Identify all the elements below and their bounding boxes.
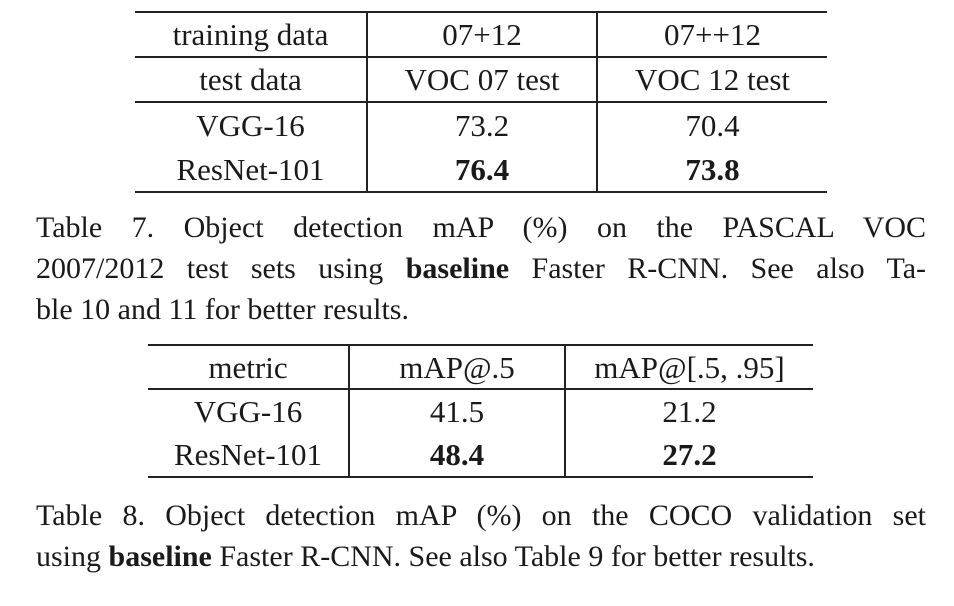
table-8: metric mAP@.5 mAP@[.5, .95] VGG-16 41.5 … bbox=[148, 344, 813, 478]
table-cell-best: 73.8 bbox=[685, 151, 740, 187]
caption-text: 2007/2012 test sets using bbox=[36, 252, 406, 285]
table-row: ResNet-101 48.4 27.2 bbox=[148, 433, 813, 477]
table-7-caption: Table 7. Object detection mAP (%) on the… bbox=[36, 207, 926, 330]
table-cell: VGG-16 bbox=[148, 389, 350, 433]
table-header-cell: mAP@.5 bbox=[349, 345, 566, 390]
caption-line: Table 8. Object detection mAP (%) on the… bbox=[36, 499, 926, 532]
table-cell: VGG-16 bbox=[135, 102, 368, 147]
table-cell: ResNet-101 bbox=[135, 147, 368, 192]
table-cell: test data bbox=[135, 57, 368, 103]
table-row: VGG-16 73.2 70.4 bbox=[135, 102, 827, 147]
table-cell-best: 76.4 bbox=[367, 147, 598, 192]
caption-line: ble 10 and 11 for better results. bbox=[36, 293, 409, 326]
table-cell-best: 27.2 bbox=[662, 437, 717, 472]
table-cell: ResNet-101 bbox=[148, 433, 350, 477]
table-cell: 73.2 bbox=[367, 102, 598, 147]
table-row: ResNet-101 76.4 73.8 bbox=[135, 147, 827, 192]
table-cell: VOC 07 test bbox=[367, 57, 598, 103]
table-8-grid: metric mAP@.5 mAP@[.5, .95] VGG-16 41.5 … bbox=[148, 344, 813, 478]
table-row: VGG-16 41.5 21.2 bbox=[148, 389, 813, 433]
caption-text: using bbox=[36, 540, 109, 573]
table-cell: 70.4 bbox=[685, 107, 740, 143]
table-header-cell: metric bbox=[148, 345, 350, 390]
caption-text: Faster R-CNN. See also Table 9 for bette… bbox=[211, 540, 815, 573]
table-cell-best: 48.4 bbox=[349, 433, 566, 477]
table-cell: VOC 12 test bbox=[597, 57, 827, 103]
caption-line: Table 7. Object detection mAP (%) on the… bbox=[36, 211, 926, 244]
caption-text: Faster R-CNN. See also Ta- bbox=[509, 252, 927, 285]
caption-line: 2007/2012 test sets using baseline Faste… bbox=[36, 248, 926, 289]
table-7-grid: training data 07+12 07++12 test data VOC… bbox=[135, 11, 827, 193]
caption-line: using baseline Faster R-CNN. See also Ta… bbox=[36, 536, 926, 577]
table-cell: 41.5 bbox=[349, 389, 566, 433]
table-row: test data VOC 07 test VOC 12 test bbox=[135, 57, 827, 103]
caption-emphasis: baseline bbox=[108, 540, 212, 573]
table-header-row: metric mAP@.5 mAP@[.5, .95] bbox=[148, 345, 813, 390]
table-cell: 07+12 bbox=[367, 12, 598, 58]
table-cell: 21.2 bbox=[662, 394, 717, 429]
caption-emphasis: baseline bbox=[405, 252, 510, 285]
table-cell: 07++12 bbox=[597, 12, 827, 58]
table-8-caption: Table 8. Object detection mAP (%) on the… bbox=[36, 495, 926, 577]
table-header-cell: mAP@[.5, .95] bbox=[565, 345, 813, 390]
table-cell: training data bbox=[135, 12, 368, 58]
table-7: training data 07+12 07++12 test data VOC… bbox=[135, 11, 827, 193]
table-row: training data 07+12 07++12 bbox=[135, 12, 827, 58]
